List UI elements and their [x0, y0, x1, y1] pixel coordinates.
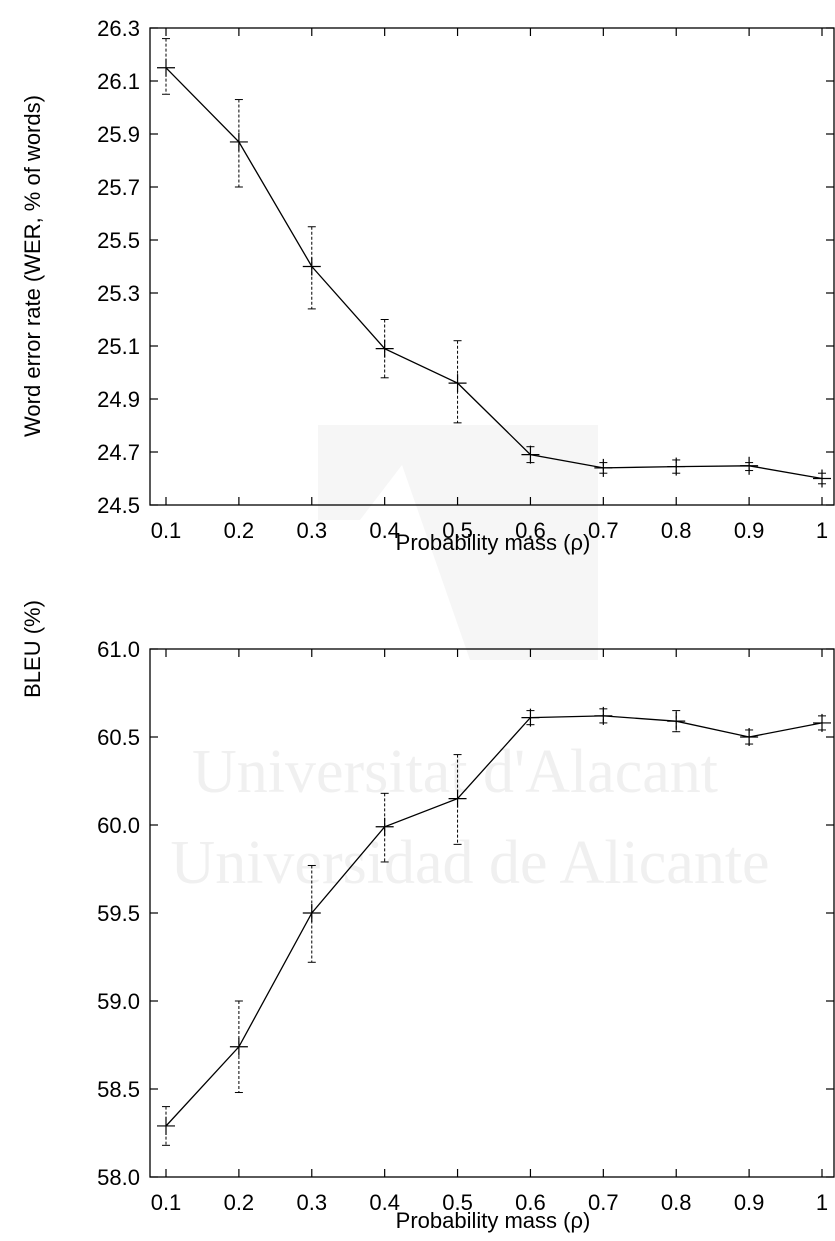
wer-x-tick-label: 0.4	[369, 518, 400, 543]
wer-x-tick-label: 1	[816, 518, 828, 543]
bleu-y-tick-label: 61.0	[97, 637, 140, 662]
wer-y-tick-label: 25.1	[97, 334, 140, 359]
wer-y-tick-label: 25.9	[97, 122, 140, 147]
watermark-logo-shape	[318, 425, 598, 660]
wer-x-tick-label: 0.5	[442, 518, 473, 543]
bleu-plot-frame	[149, 648, 835, 1178]
bleu-plot-border	[149, 648, 835, 1178]
wer-x-tick-label: 0.9	[734, 518, 765, 543]
wer-y-ticks: 24.5 24.7 24.9 25.1 25.3 25.5 25.7 25.9 26.1 26.3	[97, 16, 834, 518]
wer-x-tick-label: 0.6	[515, 518, 546, 543]
bleu-x-axis-title: Probability mass (ρ)	[396, 1208, 591, 1233]
wer-y-tick-label: 26.3	[97, 16, 140, 41]
wer-x-tick-label: 0.7	[588, 518, 619, 543]
wer-plot-frame	[149, 27, 835, 506]
bleu-y-tick-label: 59.0	[97, 989, 140, 1014]
wer-y-tick-label: 24.9	[97, 387, 140, 412]
wer-y-tick-label: 24.5	[97, 493, 140, 518]
bleu-x-tick-label: 0.6	[515, 1190, 546, 1215]
watermark: Universitat d'Alacant Universidad de Ali…	[170, 425, 770, 897]
wer-plot-border	[149, 27, 835, 506]
wer-y-tick-label: 26.1	[97, 69, 140, 94]
bleu-x-tick-label: 0.8	[661, 1190, 692, 1215]
bleu-y-ticks: 58.0 58.5 59.0 59.5 60.0 60.5 61.0	[97, 637, 834, 1190]
bleu-y-tick-label: 58.5	[97, 1077, 140, 1102]
watermark-line-1: Universitat d'Alacant	[192, 738, 718, 806]
watermark-line-2: Universidad de Alicante	[170, 829, 769, 897]
bleu-x-tick-label: 0.9	[734, 1190, 765, 1215]
wer-y-tick-label: 25.5	[97, 228, 140, 253]
bleu-y-tick-label: 60.0	[97, 813, 140, 838]
bleu-x-tick-label: 0.3	[296, 1190, 327, 1215]
bleu-x-tick-label: 1	[816, 1190, 828, 1215]
wer-y-tick-label: 24.7	[97, 440, 140, 465]
bleu-series-line	[165, 715, 823, 1127]
wer-series	[157, 38, 831, 488]
bleu-chart: 58.058.559.059.560.060.561.0 0.1 0.2 0.3 0.…	[20, 600, 835, 1233]
bleu-y-axis-title: BLEU (%)	[20, 600, 45, 698]
wer-x-axis-title: Probability mass (ρ)	[396, 530, 591, 555]
bleu-x-tick-label: 0.4	[369, 1190, 400, 1215]
wer-x-tick-label: 0.1	[151, 518, 182, 543]
wer-series-line	[165, 67, 823, 480]
wer-y-tick-label: 25.7	[97, 175, 140, 200]
bleu-x-tick-label: 0.1	[151, 1190, 182, 1215]
bleu-series	[157, 706, 831, 1146]
bleu-x-tick-label: 0.5	[442, 1190, 473, 1215]
wer-x-tick-label: 0.2	[224, 518, 255, 543]
wer-y-axis-title: Word error rate (WER, % of words)	[20, 95, 45, 437]
bleu-y-tick-label: 60.5	[97, 725, 140, 750]
bleu-y-tick-label: 58.0	[97, 1165, 140, 1190]
wer-x-ticks: 0.1 0.2 0.3 0.4 0.5 0.6 0.7 0.8 0.9 1	[151, 28, 828, 543]
bleu-x-tick-label: 0.7	[588, 1190, 619, 1215]
wer-y-tick-label: 25.3	[97, 281, 140, 306]
bleu-y-tick-label: 59.5	[97, 901, 140, 926]
wer-x-tick-label: 0.3	[296, 518, 327, 543]
wer-x-tick-label: 0.8	[661, 518, 692, 543]
wer-chart: 24.5 24.7 24.9 25.1 25.3 25.5 25.7 25.9 26.1 26.3…	[20, 16, 835, 555]
bleu-x-ticks: 0.1 0.2 0.3 0.4 0.5 0.6 0.7 0.8 0.9 1	[151, 649, 828, 1215]
bleu-x-tick-label: 0.2	[224, 1190, 255, 1215]
